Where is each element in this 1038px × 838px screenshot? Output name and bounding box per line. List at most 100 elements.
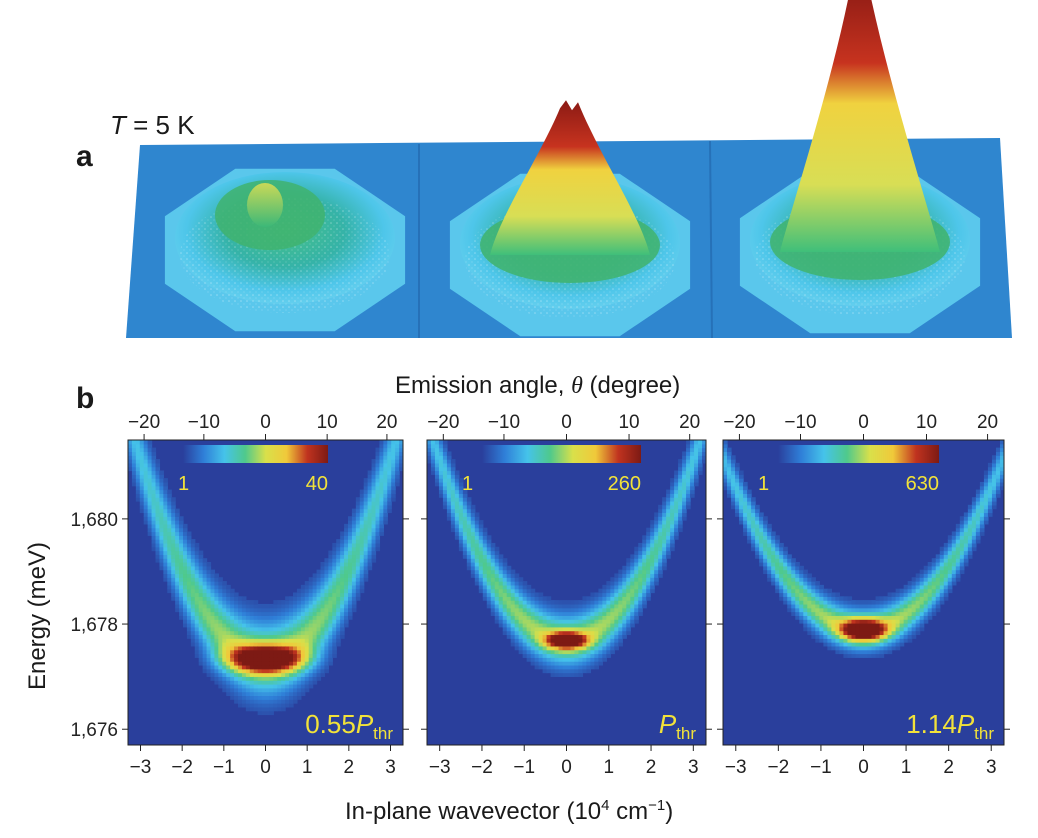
heatmap-cell xyxy=(367,493,373,498)
heatmap-cell xyxy=(218,638,223,643)
heatmap-cell xyxy=(622,611,627,616)
heatmap-cell xyxy=(598,630,603,636)
heatmap-cell xyxy=(131,443,137,449)
heatmap-cell xyxy=(995,466,1001,472)
heatmap-cell xyxy=(336,626,341,632)
heatmap-cell xyxy=(831,611,836,616)
heatmap-cell xyxy=(606,592,611,597)
heatmap-cell xyxy=(578,634,584,639)
heatmap-cell xyxy=(230,623,235,628)
heatmap-cell xyxy=(194,615,200,620)
heatmap-cell xyxy=(915,588,921,594)
heatmap-cell xyxy=(650,546,655,552)
heatmap-cell xyxy=(285,638,290,643)
heatmap-cell xyxy=(434,470,440,475)
heatmap-cell xyxy=(574,668,580,674)
heatmap-cell xyxy=(578,664,584,670)
surface-peak xyxy=(247,183,283,227)
heatmap-cell xyxy=(514,634,520,639)
heatmap-cell xyxy=(304,676,310,681)
heatmap-cell xyxy=(446,459,452,464)
heatmap-cell xyxy=(558,668,564,674)
heatmap-cell xyxy=(502,584,508,590)
heatmap-cell xyxy=(257,691,263,697)
heatmap-cell xyxy=(249,668,255,674)
heatmap-cell xyxy=(261,680,267,685)
heatmap-cell xyxy=(799,584,804,590)
heatmap-cell xyxy=(344,542,349,548)
heatmap-cell xyxy=(995,489,1001,494)
heatmap-cell xyxy=(759,546,764,552)
heatmap-cell xyxy=(218,676,223,681)
heatmap-cell xyxy=(694,466,699,472)
heatmap-cell xyxy=(241,626,247,632)
heatmap-cell xyxy=(662,558,667,563)
heatmap-cell xyxy=(867,638,873,643)
heatmap-cell xyxy=(602,619,607,624)
heatmap-cell xyxy=(498,558,504,563)
heatmap-cell xyxy=(238,607,243,613)
heatmap-cell xyxy=(175,603,180,609)
heatmap-cell xyxy=(261,611,267,616)
heatmap-cell xyxy=(340,584,345,590)
heatmap-cell xyxy=(190,554,196,559)
heatmap-cell xyxy=(183,611,188,616)
heatmap-cell xyxy=(159,512,164,517)
heatmap-cell xyxy=(351,512,357,517)
heatmap-cell xyxy=(735,462,740,468)
heatmap-cell xyxy=(502,600,508,605)
heatmap-cell xyxy=(336,600,341,605)
heatmap-cell xyxy=(293,607,298,613)
heatmap-cell xyxy=(383,520,388,525)
heatmap-cell xyxy=(257,706,263,712)
heatmap-cell xyxy=(230,661,235,666)
heatmap-cell xyxy=(486,546,492,552)
heatmap-cell xyxy=(179,577,184,582)
heatmap-cell xyxy=(839,615,845,620)
heatmap-cell xyxy=(194,596,200,601)
heatmap-cell xyxy=(226,588,231,594)
heatmap-cell xyxy=(363,573,369,578)
heatmap-cell xyxy=(590,630,595,636)
heatmap-cell xyxy=(375,478,381,483)
heatmap-cell xyxy=(190,569,196,575)
heatmap-cell xyxy=(670,481,675,487)
heatmap-cell xyxy=(332,542,337,548)
heatmap-cell xyxy=(202,619,208,624)
heatmap-cell xyxy=(911,623,917,628)
heatmap-cell xyxy=(530,661,536,666)
heatmap-cell xyxy=(943,581,949,586)
heatmap-cell xyxy=(226,645,231,651)
heatmap-cell xyxy=(971,546,977,552)
heatmap-cell xyxy=(650,542,655,548)
heatmap-cell xyxy=(387,478,392,483)
heatmap-cell xyxy=(462,493,468,498)
heatmap-cell xyxy=(183,535,188,540)
heatmap-cell xyxy=(206,672,212,677)
x-axis-label-mid: cm xyxy=(609,798,649,825)
heatmap-cell xyxy=(147,455,153,460)
heatmap-cell xyxy=(167,497,172,502)
heatmap-cell xyxy=(281,676,286,681)
heatmap-cell xyxy=(522,615,528,620)
heatmap-cell xyxy=(646,596,651,601)
heatmap-cell xyxy=(510,619,516,624)
heatmap-cell xyxy=(253,615,259,620)
heatmap-cell xyxy=(135,462,141,468)
heatmap-cell xyxy=(879,623,885,628)
heatmap-cell xyxy=(163,493,168,498)
heatmap-cell xyxy=(277,706,282,712)
heatmap-cell xyxy=(775,584,780,590)
heatmap-cell xyxy=(296,687,302,693)
heatmap-cell xyxy=(214,664,219,670)
heatmap-cell xyxy=(194,600,200,605)
heatmap-cell xyxy=(999,440,1004,445)
heatmap-cell xyxy=(198,657,204,662)
heatmap-cell xyxy=(281,645,286,651)
heatmap-cell xyxy=(332,638,337,643)
heatmap-cell xyxy=(558,600,564,605)
heatmap-cell xyxy=(526,638,532,643)
heatmap-cell xyxy=(222,626,227,632)
heatmap-cell xyxy=(698,466,703,472)
heatmap-cell xyxy=(147,459,153,464)
